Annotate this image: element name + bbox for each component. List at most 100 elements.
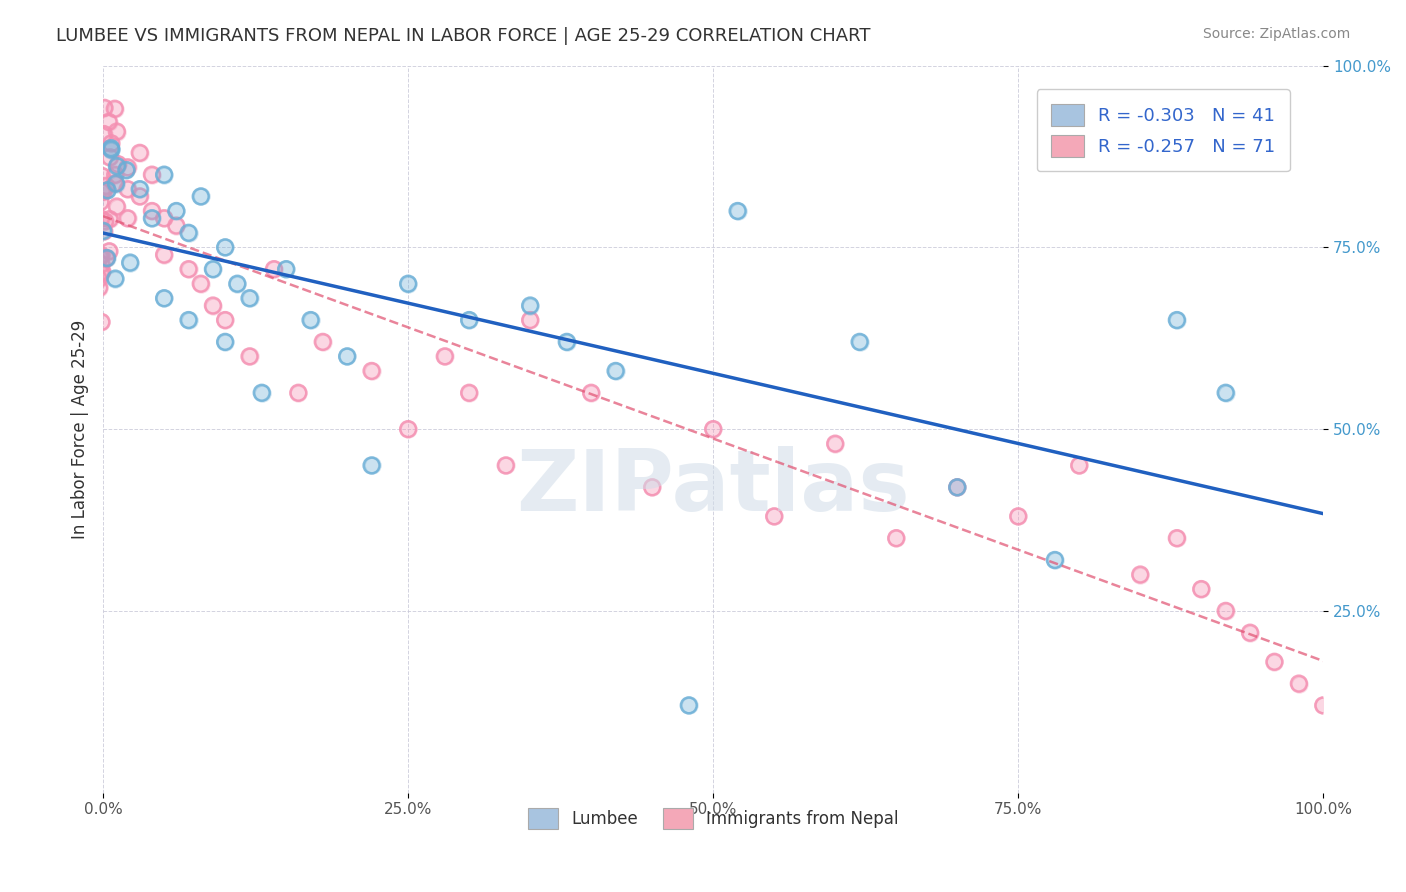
Point: [1069, 458, 1091, 473]
Point: [214, 240, 236, 254]
Point: [1288, 676, 1310, 690]
Point: [276, 262, 298, 277]
Point: [824, 436, 846, 450]
Point: [848, 334, 870, 349]
Point: [93, 185, 115, 199]
Point: [153, 168, 176, 182]
Point: [117, 211, 139, 226]
Point: [91, 264, 114, 278]
Point: [238, 291, 260, 305]
Point: [1288, 676, 1310, 690]
Point: [1166, 531, 1188, 545]
Point: [128, 182, 150, 196]
Point: [93, 224, 115, 238]
Point: [678, 698, 700, 713]
Point: [190, 189, 212, 203]
Point: [360, 364, 382, 378]
Point: [396, 422, 419, 436]
Point: [153, 247, 176, 261]
Point: [104, 177, 127, 191]
Point: [120, 255, 142, 269]
Point: [89, 194, 111, 209]
Point: [190, 277, 212, 291]
Point: [396, 422, 419, 436]
Point: [519, 313, 541, 327]
Point: [100, 136, 122, 151]
Point: [153, 291, 176, 305]
Point: [555, 334, 578, 349]
Point: [458, 385, 481, 400]
Point: [1189, 582, 1212, 596]
Point: [177, 313, 200, 327]
Point: [214, 240, 236, 254]
Point: [1263, 655, 1285, 669]
Point: [87, 272, 110, 286]
Point: [141, 204, 163, 219]
Point: [238, 291, 260, 305]
Point: [702, 422, 724, 436]
Point: [107, 157, 129, 171]
Point: [299, 313, 322, 327]
Point: [1215, 604, 1237, 618]
Point: [90, 211, 112, 226]
Point: [105, 200, 128, 214]
Point: [519, 299, 541, 313]
Point: [141, 211, 163, 226]
Point: [100, 136, 122, 151]
Point: [117, 211, 139, 226]
Point: [96, 252, 118, 266]
Point: [946, 480, 969, 494]
Point: [360, 458, 382, 473]
Point: [263, 262, 285, 277]
Point: [360, 458, 382, 473]
Point: [93, 127, 115, 141]
Point: [89, 280, 111, 294]
Point: [1043, 553, 1066, 567]
Point: [98, 150, 121, 164]
Point: [153, 247, 176, 261]
Point: [105, 124, 128, 138]
Point: [1239, 625, 1261, 640]
Text: Source: ZipAtlas.com: Source: ZipAtlas.com: [1202, 27, 1350, 41]
Point: [433, 350, 456, 364]
Point: [93, 127, 115, 141]
Point: [214, 334, 236, 349]
Legend: Lumbee, Immigrants from Nepal: Lumbee, Immigrants from Nepal: [522, 802, 905, 835]
Point: [90, 315, 112, 329]
Point: [579, 385, 602, 400]
Point: [94, 178, 117, 193]
Point: [96, 183, 118, 197]
Point: [93, 101, 115, 115]
Point: [105, 159, 128, 173]
Point: [153, 168, 176, 182]
Point: [946, 480, 969, 494]
Point: [128, 189, 150, 203]
Point: [763, 509, 786, 524]
Point: [98, 150, 121, 164]
Point: [263, 262, 285, 277]
Point: [89, 280, 111, 294]
Point: [89, 249, 111, 263]
Point: [90, 169, 112, 183]
Point: [87, 272, 110, 286]
Point: [177, 226, 200, 240]
Point: [96, 251, 118, 265]
Point: [165, 219, 187, 233]
Point: [641, 480, 664, 494]
Point: [579, 385, 602, 400]
Point: [90, 185, 112, 199]
Point: [1043, 553, 1066, 567]
Point: [96, 252, 118, 266]
Point: [177, 226, 200, 240]
Point: [1166, 313, 1188, 327]
Point: [105, 200, 128, 214]
Point: [605, 364, 627, 378]
Point: [89, 249, 111, 263]
Point: [519, 299, 541, 313]
Point: [276, 262, 298, 277]
Point: [117, 182, 139, 196]
Point: [946, 480, 969, 494]
Point: [128, 189, 150, 203]
Point: [336, 350, 359, 364]
Point: [141, 168, 163, 182]
